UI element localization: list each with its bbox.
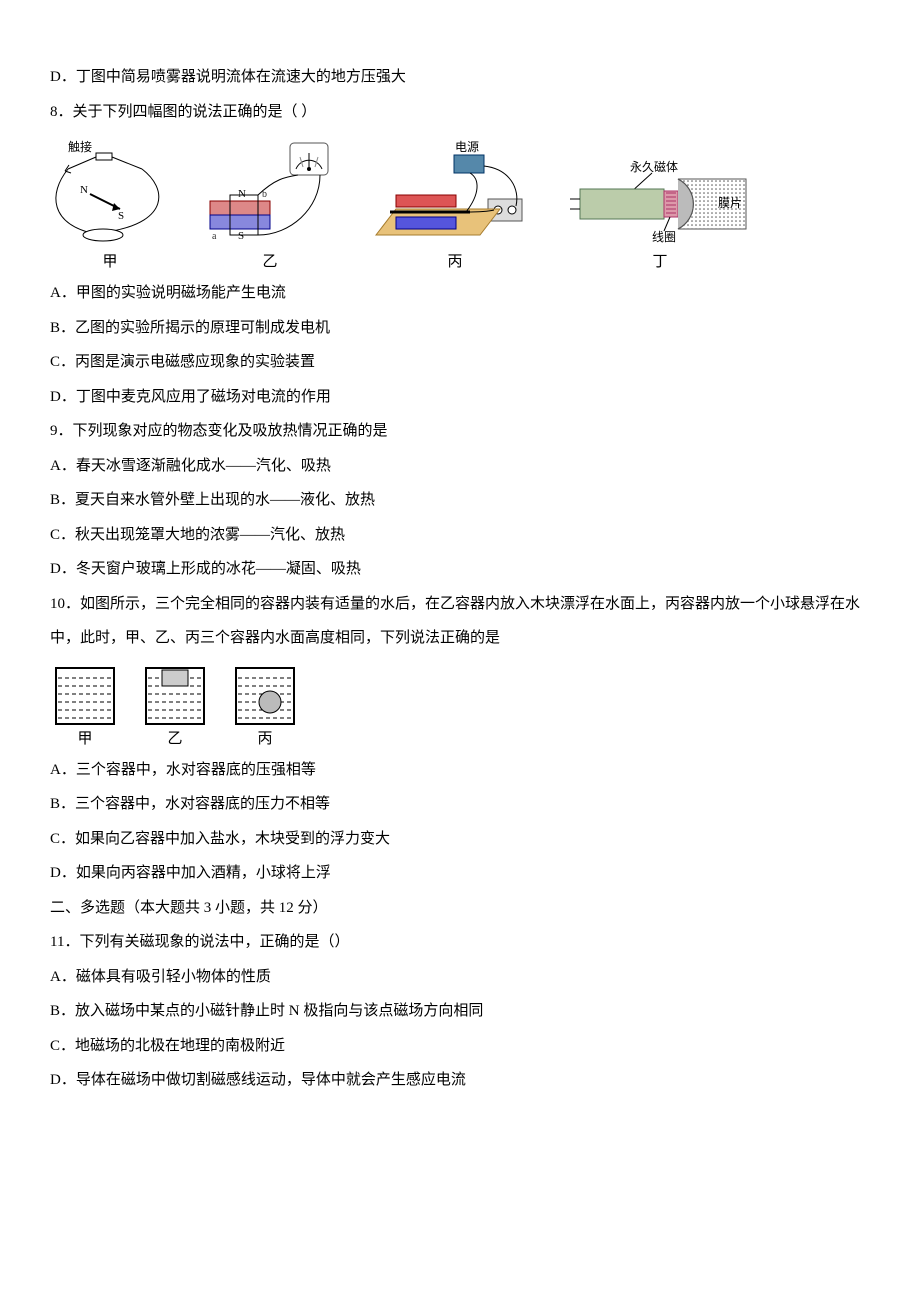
q8-fig-yi-cap: 乙 bbox=[262, 255, 277, 270]
q8-yi-annot-n: N bbox=[238, 188, 246, 200]
q8-option-d: D．丁图中麦克风应用了磁场对电流的作用 bbox=[50, 380, 870, 415]
q8-fig-jia: 触接 N S 甲 bbox=[50, 139, 170, 270]
q10-figure-row: 甲 乙 丙 bbox=[50, 664, 870, 747]
q10-option-d: D．如果向丙容器中加入酒精，小球将上浮 bbox=[50, 856, 870, 891]
q8-fig-ding-cap: 丁 bbox=[652, 255, 667, 270]
q10-fig-jia-cap: 甲 bbox=[77, 732, 92, 747]
q9-option-a: A．春天冰雪逐渐融化成水——汽化、吸热 bbox=[50, 449, 870, 484]
q8-bing-annot-psu: 电源 bbox=[455, 140, 479, 154]
q8-fig-bing-svg: 电源 bbox=[370, 139, 540, 249]
q8-fig-jia-svg: 触接 N S bbox=[50, 139, 170, 249]
q10-option-a: A．三个容器中，水对容器底的压强相等 bbox=[50, 753, 870, 788]
q11-stem: 11．下列有关磁现象的说法中，正确的是（） bbox=[50, 925, 870, 960]
q8-jia-annot-n: N bbox=[80, 184, 88, 196]
q11-option-d: D．导体在磁场中做切割磁感线运动，导体中就会产生感应电流 bbox=[50, 1063, 870, 1098]
q8-fig-jia-cap: 甲 bbox=[102, 255, 117, 270]
q8-ding-annot-coil: 线圈 bbox=[652, 230, 676, 244]
q8-stem: 8．关于下列四幅图的说法正确的是（ ） bbox=[50, 95, 870, 130]
q8-figure-row: 触接 N S 甲 N S bbox=[50, 139, 870, 270]
q10-fig-bing-cap: 丙 bbox=[257, 732, 272, 747]
q10-option-c: C．如果向乙容器中加入盐水，木块受到的浮力变大 bbox=[50, 822, 870, 857]
q7-option-d: D．丁图中简易喷雾器说明流体在流速大的地方压强大 bbox=[50, 60, 870, 95]
svg-text:b: b bbox=[262, 189, 267, 200]
q8-fig-yi: N S a b 乙 bbox=[200, 139, 340, 270]
q8-fig-bing-cap: 丙 bbox=[447, 255, 462, 270]
q10-fig-bing-svg bbox=[230, 664, 300, 728]
q11-option-c: C．地磁场的北极在地理的南极附近 bbox=[50, 1029, 870, 1064]
q9-option-b: B．夏天自来水管外壁上出现的水——液化、放热 bbox=[50, 483, 870, 518]
q8-option-c: C．丙图是演示电磁感应现象的实验装置 bbox=[50, 345, 870, 380]
q9-option-c: C．秋天出现笼罩大地的浓雾——汽化、放热 bbox=[50, 518, 870, 553]
q10-option-b: B．三个容器中，水对容器底的压力不相等 bbox=[50, 787, 870, 822]
q10-fig-yi-svg bbox=[140, 664, 210, 728]
section-2-heading: 二、多选题（本大题共 3 小题，共 12 分） bbox=[50, 891, 870, 926]
q8-ding-annot-diaphragm: 膜片 bbox=[718, 196, 742, 210]
q8-jia-annot-touch: 触接 bbox=[68, 139, 92, 154]
q10-fig-yi: 乙 bbox=[140, 664, 210, 747]
q8-fig-ding-svg: 永久磁体 膜片 线圈 bbox=[570, 159, 750, 249]
q8-option-b: B．乙图的实验所揭示的原理可制成发电机 bbox=[50, 311, 870, 346]
svg-text:a: a bbox=[212, 231, 217, 242]
q8-fig-bing: 电源 丙 bbox=[370, 139, 540, 270]
q8-fig-ding: 永久磁体 膜片 线圈 丁 bbox=[570, 159, 750, 270]
q8-option-a: A．甲图的实验说明磁场能产生电流 bbox=[50, 276, 870, 311]
q11-option-b: B．放入磁场中某点的小磁针静止时 N 极指向与该点磁场方向相同 bbox=[50, 994, 870, 1029]
q10-fig-jia-svg bbox=[50, 664, 120, 728]
q10-fig-jia: 甲 bbox=[50, 664, 120, 747]
q8-ding-annot-magnet: 永久磁体 bbox=[630, 159, 678, 174]
q10-stem: 10．如图所示，三个完全相同的容器内装有适量的水后，在乙容器内放入木块漂浮在水面… bbox=[50, 587, 870, 656]
q11-option-a: A．磁体具有吸引轻小物体的性质 bbox=[50, 960, 870, 995]
q9-stem: 9．下列现象对应的物态变化及吸放热情况正确的是 bbox=[50, 414, 870, 449]
q10-fig-yi-cap: 乙 bbox=[167, 732, 182, 747]
q8-jia-annot-s: S bbox=[118, 210, 124, 222]
q8-fig-yi-svg: N S a b bbox=[200, 139, 340, 249]
q10-fig-bing: 丙 bbox=[230, 664, 300, 747]
q8-yi-annot-s: S bbox=[238, 230, 244, 242]
q9-option-d: D．冬天窗户玻璃上形成的冰花——凝固、吸热 bbox=[50, 552, 870, 587]
